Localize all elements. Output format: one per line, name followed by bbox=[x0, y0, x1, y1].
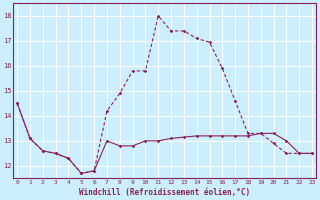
X-axis label: Windchill (Refroidissement éolien,°C): Windchill (Refroidissement éolien,°C) bbox=[79, 188, 250, 197]
